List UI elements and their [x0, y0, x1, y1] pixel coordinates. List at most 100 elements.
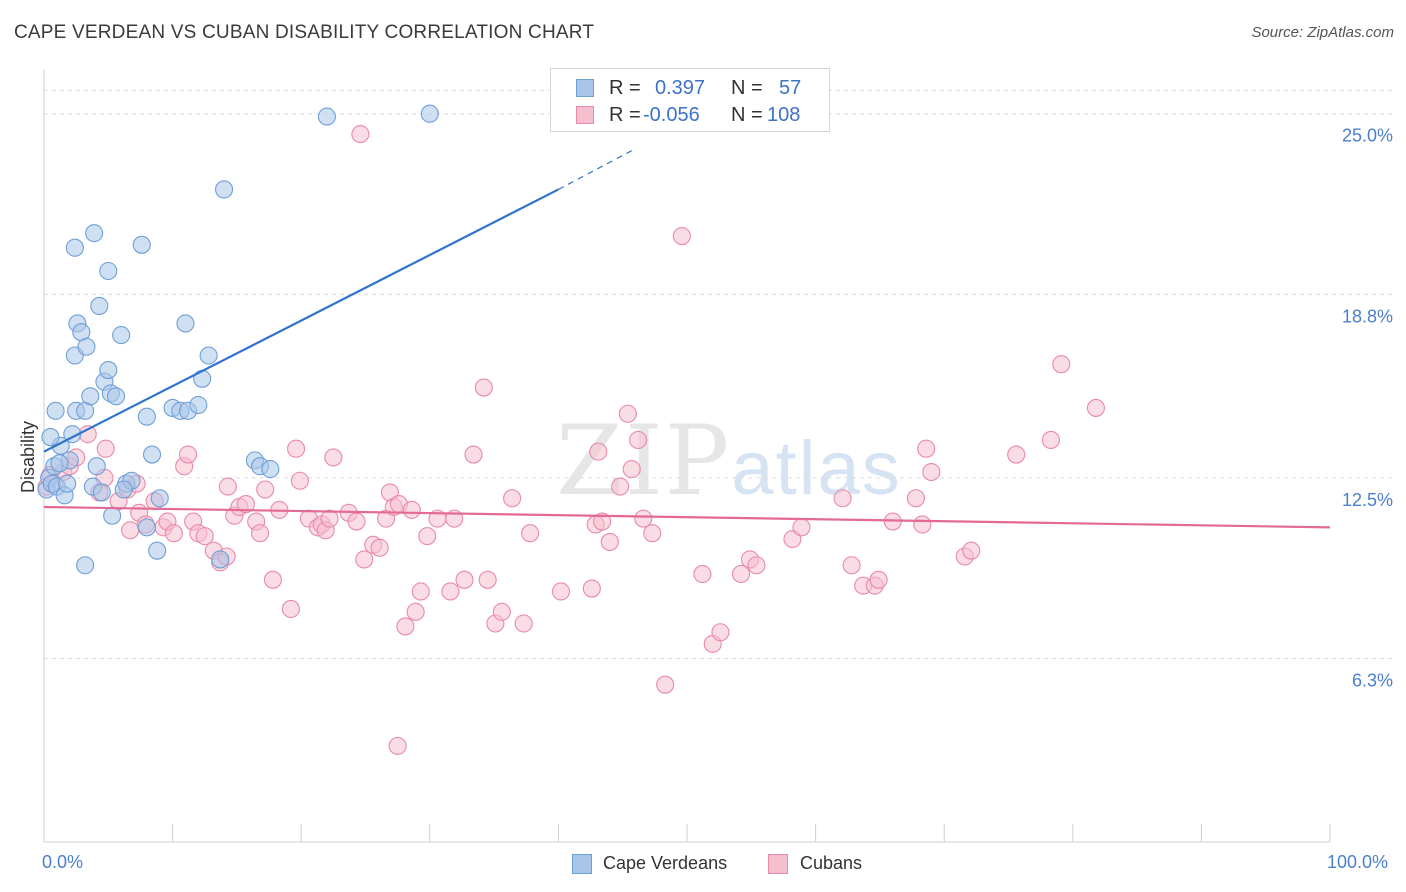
watermark: ZIPatlas — [556, 405, 902, 517]
cuban-point — [906, 489, 925, 508]
cuban-point — [406, 602, 425, 621]
cuban-point — [962, 541, 981, 560]
cuban-point — [218, 477, 237, 496]
cape-verdean-point — [99, 361, 118, 380]
cuban-point — [634, 509, 653, 528]
n-value: 108 — [767, 104, 801, 126]
cuban-point — [455, 570, 474, 589]
cuban-point — [589, 442, 608, 461]
cuban-point — [731, 564, 751, 584]
cape-verdean-point — [114, 480, 133, 499]
cuban-point — [521, 524, 540, 543]
cuban-point — [236, 495, 255, 514]
cape-verdean-point — [137, 407, 156, 426]
pink-swatch — [576, 106, 594, 124]
cuban-point — [320, 509, 339, 528]
cape-verdean-point — [81, 387, 100, 406]
cape-verdean-point — [199, 346, 218, 365]
cape-verdean-point — [76, 556, 95, 575]
cuban-point — [582, 579, 601, 598]
y-tick-label: 6.3% — [1352, 670, 1393, 690]
cuban-point — [711, 623, 730, 642]
y-axis-label: Disability — [18, 421, 38, 493]
cuban-point — [370, 538, 389, 557]
cuban-point — [917, 439, 936, 458]
cuban-point — [478, 570, 497, 589]
cape-verdean-point — [99, 261, 118, 281]
cape-verdean-point — [90, 296, 109, 316]
cuban-point — [618, 404, 637, 423]
cuban-point — [396, 617, 415, 636]
r-value: 0.397 — [655, 77, 706, 99]
y-tick-label: 18.8% — [1342, 306, 1393, 326]
cape-verdean-point — [87, 457, 106, 476]
cape-verdean-point — [65, 238, 84, 257]
cuban-point — [263, 570, 282, 589]
cuban-point — [164, 524, 183, 543]
cuban-point — [622, 460, 641, 479]
cuban-point — [96, 439, 115, 458]
cuban-point — [672, 227, 691, 246]
cuban-point — [842, 556, 861, 575]
cape-verdean-point — [106, 387, 126, 406]
cape-verdean-point — [189, 395, 208, 415]
cape-verdean-point — [58, 474, 77, 493]
stats-row-cubans: R = -0.056 N = 108 — [551, 102, 829, 128]
cape-verdean-point — [420, 104, 439, 123]
cape-verdean-point — [261, 460, 280, 479]
cape-verdean-trend-line — [43, 188, 559, 453]
cuban-point — [256, 480, 275, 499]
cuban-point — [747, 556, 766, 575]
watermark-zip: ZIP — [556, 405, 732, 517]
cuban-point — [195, 527, 214, 546]
cape-verdean-point — [77, 337, 96, 356]
cuban-point — [1007, 445, 1026, 464]
cuban-point — [503, 489, 522, 508]
cuban-point — [402, 500, 421, 519]
r-value: -0.056 — [643, 104, 700, 126]
cuban-point — [593, 512, 612, 531]
cape-verdean-point — [41, 428, 60, 447]
cape-verdean-point — [137, 518, 156, 537]
cuban-point — [514, 614, 533, 633]
cape-verdean-point — [214, 180, 234, 199]
cuban-point — [869, 570, 888, 589]
n-label: N = — [731, 77, 763, 99]
n-value: 57 — [779, 77, 802, 99]
cape-verdean-trend-extension — [558, 148, 636, 190]
cuban-point — [643, 524, 662, 543]
cuban-point — [1041, 430, 1060, 450]
blue-swatch — [576, 79, 594, 97]
cape-verdean-point — [150, 489, 169, 508]
cuban-point — [792, 518, 811, 537]
cuban-point — [388, 736, 407, 755]
cuban-point — [355, 550, 374, 569]
cape-verdean-point — [148, 541, 167, 560]
cuban-point — [351, 125, 370, 144]
cuban-point — [629, 430, 648, 450]
source-label: Source: ZipAtlas.com — [1251, 24, 1394, 41]
cuban-point — [287, 439, 306, 458]
stats-row-cape-verdeans: R = 0.397 N = 57 — [551, 75, 829, 101]
cuban-point — [441, 582, 460, 601]
watermark-atlas: atlas — [731, 426, 902, 511]
cape-verdean-point — [92, 483, 111, 502]
cape-verdean-point — [211, 550, 230, 569]
cape-verdean-point — [85, 224, 104, 243]
cuban-point — [913, 515, 932, 534]
cuban-point — [347, 512, 366, 531]
r-label: R = — [609, 104, 641, 126]
cuban-point — [1086, 398, 1105, 417]
cuban-point — [250, 524, 270, 543]
x-tick-label-max: 100.0% — [1327, 852, 1389, 872]
cuban-point — [551, 582, 571, 601]
legend-swatch-blue — [572, 854, 592, 874]
r-label: R = — [609, 77, 641, 99]
cuban-point — [281, 599, 300, 618]
chart-title: CAPE VERDEAN VS CUBAN DISABILITY CORRELA… — [14, 22, 595, 43]
cape-verdean-point — [142, 445, 162, 464]
legend-label: Cape Verdeans — [603, 853, 728, 873]
cuban-point — [290, 471, 309, 490]
cuban-point — [418, 527, 437, 546]
